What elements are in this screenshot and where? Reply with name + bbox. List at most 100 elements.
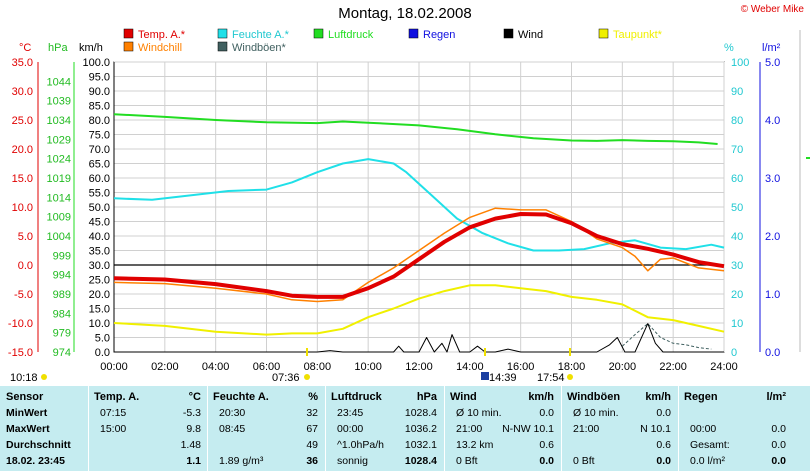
- table-cell-label: 0 Bft: [573, 455, 595, 467]
- wind-tick-label: 5.0: [95, 333, 110, 345]
- table-cell-label: 21:00: [573, 423, 600, 435]
- hum-axis-title: %: [724, 42, 734, 54]
- table-cell-value: 0.0: [539, 407, 554, 419]
- table-cell-label: 0 Bft: [456, 455, 478, 467]
- table-cell-value: 0.0: [771, 455, 786, 467]
- copyright-text: © Weber Mike: [740, 4, 804, 15]
- wind-tick-label: 100.0: [82, 57, 110, 69]
- table-header: Regen: [684, 391, 718, 403]
- wind-tick-label: 90.0: [89, 86, 110, 98]
- rain-tick-label: 0.0: [765, 347, 780, 359]
- rain-tick-label: 4.0: [765, 115, 780, 127]
- temp-tick-label: -10.0: [8, 318, 33, 330]
- table-cell-label: Gesamt:: [690, 439, 730, 451]
- hum-tick-label: 40: [731, 231, 743, 243]
- press-tick-label: 979: [53, 328, 71, 340]
- x-tick-label: 08:00: [304, 361, 332, 373]
- rain-tick-label: 2.0: [765, 231, 780, 243]
- table-cell-label: 00:00: [337, 423, 364, 435]
- wind-tick-label: 30.0: [89, 260, 110, 272]
- marker-label: 14:39: [489, 372, 517, 384]
- hum-tick-label: 60: [731, 173, 743, 185]
- table-cell-label: 23:45: [337, 407, 364, 419]
- table-cell-value: 1.48: [180, 439, 201, 451]
- wind-tick-label: 70.0: [89, 144, 110, 156]
- table-cell-value: -5.3: [182, 407, 201, 419]
- series-line-temp-a: [113, 212, 725, 299]
- hum-tick-label: 50: [731, 202, 743, 214]
- legend-swatch: [217, 28, 228, 39]
- table-cell-value: 9.8: [186, 423, 201, 435]
- table-cell-value: 1.1: [186, 455, 201, 467]
- wind-tick-label: 60.0: [89, 173, 110, 185]
- temp-tick-label: 35.0: [12, 57, 33, 69]
- row-label: Durchschnitt: [6, 439, 71, 451]
- table-header: Temp. A.: [94, 391, 140, 403]
- wind-tick-label: 85.0: [89, 101, 110, 113]
- legend-label: Regen: [423, 29, 455, 41]
- press-tick-label: 989: [53, 289, 71, 301]
- weather-chart: 35.0 30.0 25.0 20.0 15.0 10.0 5.0 0.0 -5.0 -10.0 -…: [8, 28, 810, 384]
- press-tick-label: 984: [53, 308, 71, 320]
- temp-tick-label: 10.0: [12, 202, 33, 214]
- table-header: Wind: [450, 391, 477, 403]
- table-col-divider: [88, 386, 89, 471]
- table-col-divider: [444, 386, 445, 471]
- table-header: Feuchte A.: [213, 391, 269, 403]
- wind-tick-label: 45.0: [89, 217, 110, 229]
- legend-swatch: [313, 28, 324, 39]
- wind-tick-label: 0.0: [95, 347, 110, 359]
- table-col-divider: [207, 386, 208, 471]
- x-tick-label: 02:00: [151, 361, 179, 373]
- table-unit: °C: [188, 391, 201, 403]
- legend-label: Windchill: [138, 42, 182, 54]
- press-tick-label: 999: [53, 250, 71, 262]
- rain-tick-label: 3.0: [765, 173, 780, 185]
- temp-tick-label: 0.0: [18, 260, 33, 272]
- hum-tick-label: 0: [731, 347, 737, 359]
- table-cell-value: 1028.4: [404, 455, 437, 467]
- table-cell-value: 0.0: [771, 423, 786, 435]
- temp-axis-title: °C: [19, 42, 31, 54]
- legend-label: Windböen*: [232, 42, 287, 54]
- table-cell-label: 08:45: [219, 423, 246, 435]
- x-tick-label: 22:00: [659, 361, 687, 373]
- table-cell-value: 49: [306, 439, 318, 451]
- press-tick-label: 1004: [47, 231, 71, 243]
- wind-tick-label: 55.0: [89, 188, 110, 200]
- press-tick-label: 1024: [47, 154, 71, 166]
- table-cell-label: 21:00: [456, 423, 483, 435]
- table-cell-label: ^1.0hPa/h: [337, 439, 384, 451]
- series-line-wind: [114, 323, 724, 353]
- x-tick-label: 00:00: [100, 361, 128, 373]
- x-tick-label: 20:00: [609, 361, 637, 373]
- table-cell-value: 0.0: [539, 455, 554, 467]
- marker-label: 10:18: [10, 372, 38, 384]
- wind-tick-label: 95.0: [89, 72, 110, 84]
- legend-label: Feuchte A.*: [232, 29, 290, 41]
- table-cell-value: 1028.4: [404, 407, 437, 419]
- row-label: MaxWert: [6, 423, 50, 435]
- table-cell-label: Ø 10 min.: [456, 407, 502, 419]
- table-cell-label: 20:30: [219, 407, 246, 419]
- table-cell-value: 0.0: [771, 439, 786, 451]
- temp-tick-label: 5.0: [18, 231, 33, 243]
- wind-tick-label: 10.0: [89, 318, 110, 330]
- legend-swatch: [598, 28, 609, 39]
- marker-dot: [41, 374, 47, 380]
- rain-tick-label: 1.0: [765, 289, 780, 301]
- marker-dot: [304, 374, 310, 380]
- legend-swatch: [217, 41, 228, 52]
- table-header: Windböen: [567, 391, 621, 403]
- table-cell-value: 0.6: [656, 439, 671, 451]
- x-tick-label: 10:00: [354, 361, 382, 373]
- temp-tick-label: 25.0: [12, 115, 33, 127]
- series-line-windb-en: [621, 323, 712, 350]
- rain-axis-title: l/m²: [762, 42, 781, 54]
- temp-tick-label: -15.0: [8, 347, 33, 359]
- moon-icon: [481, 372, 489, 380]
- table-header: Luftdruck: [331, 391, 382, 403]
- wind-tick-label: 40.0: [89, 231, 110, 243]
- press-tick-label: 1019: [47, 173, 71, 185]
- wind-tick-label: 65.0: [89, 159, 110, 171]
